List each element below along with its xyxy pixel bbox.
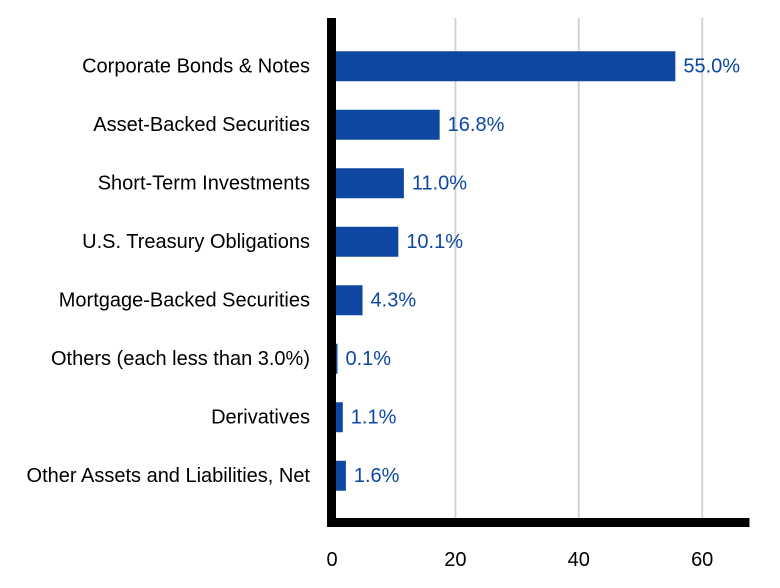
value-label-1: 16.8% xyxy=(448,114,505,136)
bars xyxy=(336,51,676,491)
x-tick-label-20: 20 xyxy=(444,549,466,571)
x-tick-label-0: 0 xyxy=(326,549,337,571)
gridlines xyxy=(454,18,704,522)
y-axis-line xyxy=(327,18,336,527)
category-label-4: Mortgage-Backed Securities xyxy=(59,289,310,311)
value-label-2: 11.0% xyxy=(412,172,467,194)
bar-2 xyxy=(336,168,404,199)
value-label-7: 1.6% xyxy=(354,465,400,487)
x-axis-line xyxy=(327,518,750,527)
category-label-2: Short-Term Investments xyxy=(98,172,310,194)
labels: Corporate Bonds & Notes 55.0% Asset-Backed… xyxy=(27,55,741,571)
value-label-3: 10.1% xyxy=(406,231,463,253)
value-label-4: 4.3% xyxy=(371,289,417,311)
category-label-1: Asset-Backed Securities xyxy=(93,114,310,136)
bar-7 xyxy=(336,460,346,491)
x-tick-label-60: 60 xyxy=(691,549,713,571)
category-label-7: Other Assets and Liabilities, Net xyxy=(27,465,311,487)
axes xyxy=(327,18,750,527)
bar-0 xyxy=(336,51,676,82)
value-label-0: 55.0% xyxy=(683,55,740,77)
value-label-5: 0.1% xyxy=(346,348,392,370)
bar-6 xyxy=(336,402,343,433)
category-label-0: Corporate Bonds & Notes xyxy=(82,55,310,77)
x-tick-label-40: 40 xyxy=(568,549,590,571)
category-label-6: Derivatives xyxy=(211,406,310,428)
bar-5 xyxy=(336,343,338,374)
bar-3 xyxy=(336,226,399,257)
category-label-5: Others (each less than 3.0%) xyxy=(51,348,310,370)
value-label-6: 1.1% xyxy=(351,406,397,428)
category-label-3: U.S. Treasury Obligations xyxy=(82,231,310,253)
bar-4 xyxy=(336,285,363,316)
bar-1 xyxy=(336,109,440,140)
